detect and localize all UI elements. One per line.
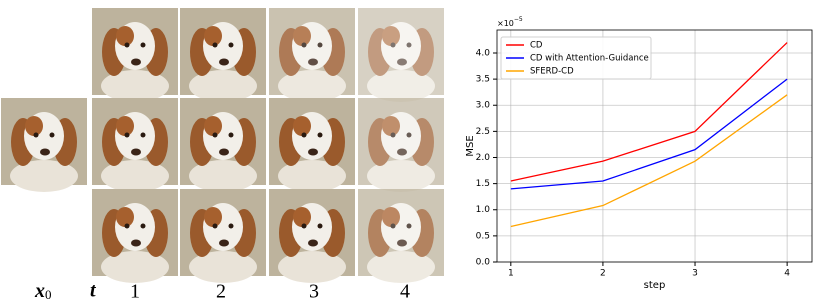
plot-frame [496,29,813,263]
y-tick-label: 1.0 [476,205,491,215]
x-subscript: 0 [45,287,52,301]
column-label: 4 [400,281,410,301]
image [180,189,266,283]
series-line [510,78,788,190]
chart: 0.0 0.5 1.0 1.5 2.0 2.5 3.0 3.5 4.0 1 2 3 4 step MSE ×1… [465,16,813,291]
x-tick-label: 3 [692,269,698,279]
image [358,98,444,192]
image [269,98,355,192]
y-tick-label: 2.0 [476,153,491,163]
column-label: 2 [216,281,226,301]
image [358,189,444,283]
t-label: t [90,280,97,301]
image-grid: x0 t 1 2 3 4 [1,8,444,303]
image [1,98,87,192]
legend-box [500,36,652,80]
x-tick-label: 1 [508,269,514,279]
image [92,189,178,283]
image [180,98,266,192]
y-tick-label: 3.5 [476,75,490,85]
axis-multiplier: ×10−5 [497,16,523,28]
x0-label: x0 [34,280,52,301]
image [269,189,355,283]
image [92,8,178,102]
series-line [510,42,788,182]
column-label: 1 [130,281,140,301]
x-axis-label: step [644,280,666,291]
y-tick-label: 1.5 [476,179,490,189]
x-tick-label: 4 [784,269,790,279]
multiplier-exponent: −5 [514,16,523,23]
multiplier-base: ×10 [497,19,514,28]
y-tick-label: 0.5 [476,231,490,241]
y-tick-label: 2.5 [476,127,490,137]
legend-label: CD with Attention-Guidance [530,54,649,64]
y-axis-label: MSE [465,135,476,156]
legend-label: CD [530,41,543,51]
x-tick-label: 2 [600,269,606,279]
y-tick-label: 4.0 [476,48,491,58]
x-symbol: x [34,280,45,301]
image [92,98,178,192]
image [269,8,355,102]
y-tick-label: 0.0 [476,258,491,268]
y-tick-label: 3.0 [476,101,491,111]
image [358,8,444,102]
column-label: 3 [309,281,319,301]
image [180,8,266,102]
legend-label: SFERD-CD [530,67,574,77]
series-line [510,94,788,228]
